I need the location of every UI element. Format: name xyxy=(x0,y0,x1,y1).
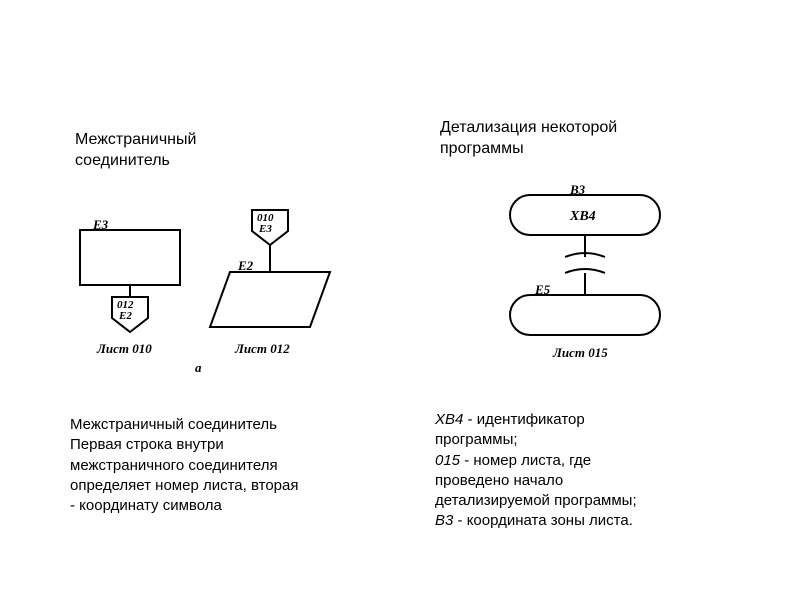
terminator-top-text: ХВ4 xyxy=(569,209,596,224)
in-connector-line2: Е3 xyxy=(258,223,272,235)
left-caption-l3: межстраничного соединителя xyxy=(70,457,278,474)
parallelogram-label: Е2 xyxy=(237,258,254,273)
right-heading-line1: Детализация некоторой xyxy=(440,119,617,136)
right-heading: Детализация некоторой программы xyxy=(440,118,617,160)
right-caption-l5: детализируемой программы; xyxy=(435,492,637,509)
out-connector-line2: Е2 xyxy=(118,310,132,322)
terminator-bottom-zone: Е5 xyxy=(534,282,551,297)
left-caption-l5: - координату символа xyxy=(70,497,222,514)
right-caption-zone: В3 xyxy=(435,512,453,529)
right-caption: ХВ4 - идентификатор программы; 015 - ном… xyxy=(435,410,735,532)
left-heading-line1: Межстраничный xyxy=(75,131,196,148)
break-arc-bottom xyxy=(565,269,605,273)
left-caption: Межстраничный соединитель Первая строка … xyxy=(70,415,360,516)
right-caption-sheet-tail: - номер листа, где xyxy=(460,452,591,469)
rect-label: Е3 xyxy=(92,217,109,232)
left-diagram: Е3 012 Е2 Лист 010 010 Е3 Е2 Лист 012 а xyxy=(55,200,365,380)
process-rect xyxy=(80,230,180,285)
left-heading-line2: соединитель xyxy=(75,152,170,169)
right-caption-id: ХВ4 xyxy=(435,411,463,428)
data-parallelogram xyxy=(210,272,330,327)
left-caption-l4: определяет номер листа, вторая xyxy=(70,477,298,494)
right-diagram: В3 ХВ4 Е5 Лист 015 xyxy=(465,175,705,375)
right-caption-sheet: 015 xyxy=(435,452,460,469)
right-caption-l2: программы; xyxy=(435,431,518,448)
terminator-bottom xyxy=(510,295,660,335)
sheet-left-label: Лист 010 xyxy=(96,341,152,356)
right-caption-id-tail: - идентификатор xyxy=(463,411,584,428)
subfigure-letter: а xyxy=(195,360,202,375)
sheet-right-label: Лист 012 xyxy=(234,341,290,356)
terminator-top-zone: В3 xyxy=(569,182,586,197)
right-caption-zone-tail: - координата зоны листа. xyxy=(453,512,633,529)
left-heading: Межстраничный соединитель xyxy=(75,130,196,172)
right-caption-l4: проведено начало xyxy=(435,472,563,489)
left-caption-l1: Межстраничный соединитель xyxy=(70,416,277,433)
left-caption-l2: Первая строка внутри xyxy=(70,436,224,453)
right-heading-line2: программы xyxy=(440,140,524,157)
right-sheet-label: Лист 015 xyxy=(552,345,608,360)
